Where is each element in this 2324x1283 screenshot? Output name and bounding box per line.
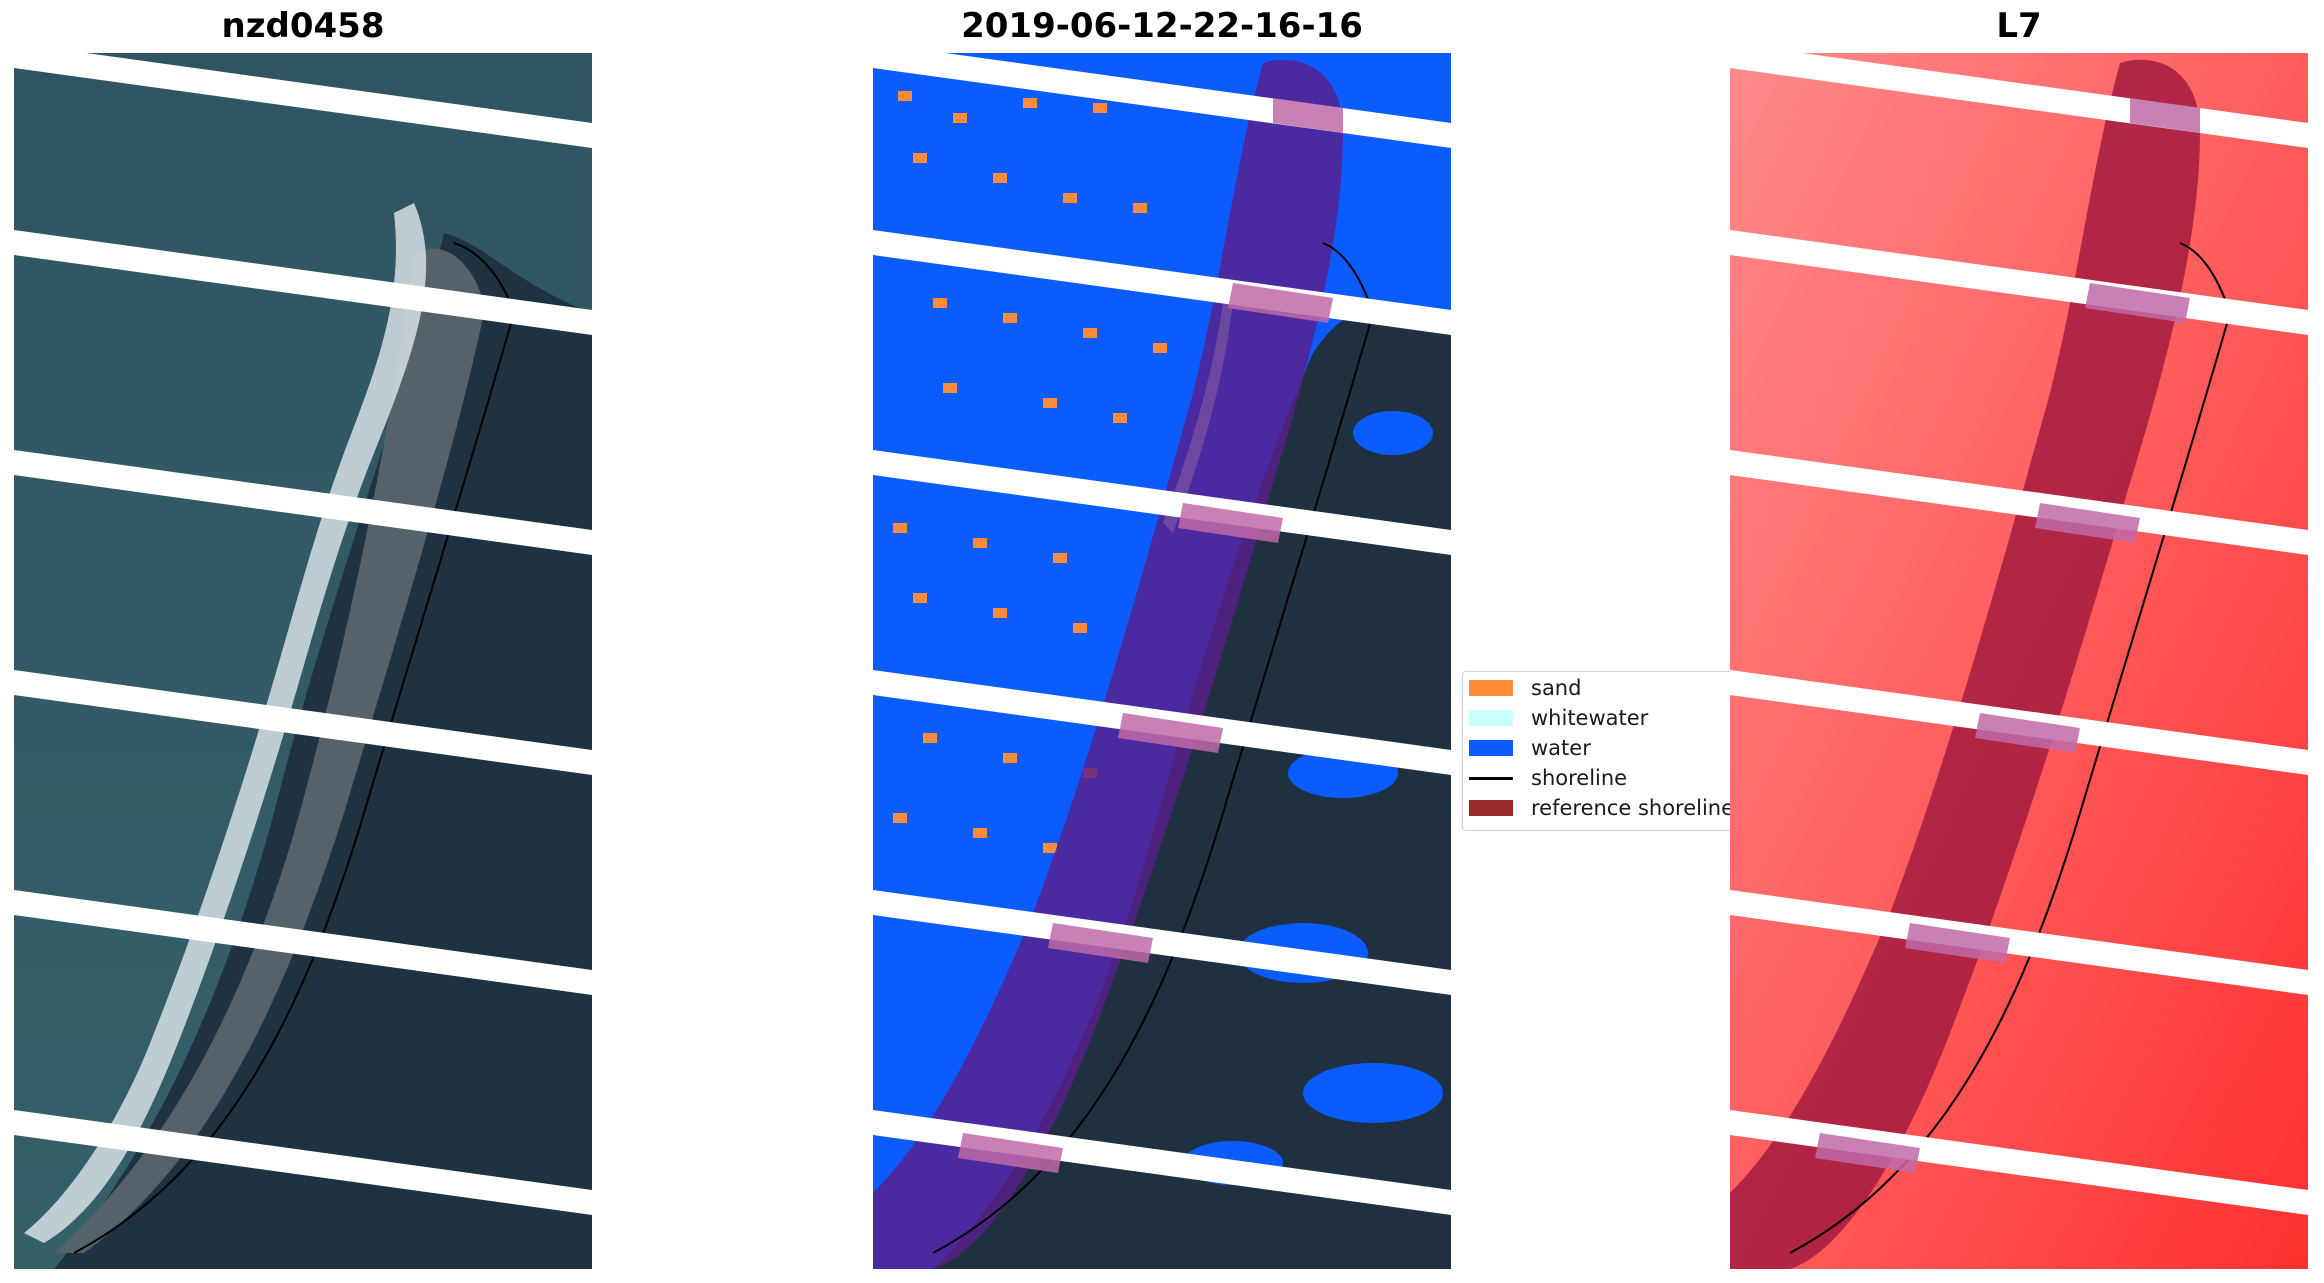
rgb-image-panel bbox=[14, 53, 592, 1269]
sand-swatch bbox=[1469, 680, 1513, 696]
shoreline-line-sample bbox=[1469, 776, 1513, 780]
legend-item-shoreline: shoreline bbox=[1469, 764, 1627, 792]
classified-image bbox=[873, 53, 1451, 1269]
water-swatch bbox=[1469, 740, 1513, 756]
legend-item-water: water bbox=[1469, 734, 1591, 762]
legend-item-sand: sand bbox=[1469, 674, 1581, 702]
legend-label: whitewater bbox=[1531, 706, 1649, 730]
l7-image-panel bbox=[1730, 53, 2308, 1269]
legend-label: water bbox=[1531, 736, 1591, 760]
panel-title-rgb: nzd0458 bbox=[221, 6, 385, 46]
legend-label: sand bbox=[1531, 676, 1582, 700]
l7-band-image bbox=[1730, 53, 2308, 1269]
classified-image-panel bbox=[873, 53, 1451, 1269]
rgb-satellite-image bbox=[14, 53, 592, 1269]
legend-item-reference-shoreline: reference shoreline bbox=[1469, 794, 1734, 822]
legend-item-whitewater: whitewater bbox=[1469, 704, 1648, 732]
reference-shoreline-swatch bbox=[1469, 800, 1513, 816]
panel-title-classified: 2019-06-12-22-16-16 bbox=[961, 6, 1363, 46]
panel-title-band: L7 bbox=[1996, 6, 2042, 46]
whitewater-swatch bbox=[1469, 710, 1513, 726]
legend-label: reference shoreline bbox=[1531, 796, 1735, 820]
legend-label: shoreline bbox=[1531, 766, 1628, 790]
